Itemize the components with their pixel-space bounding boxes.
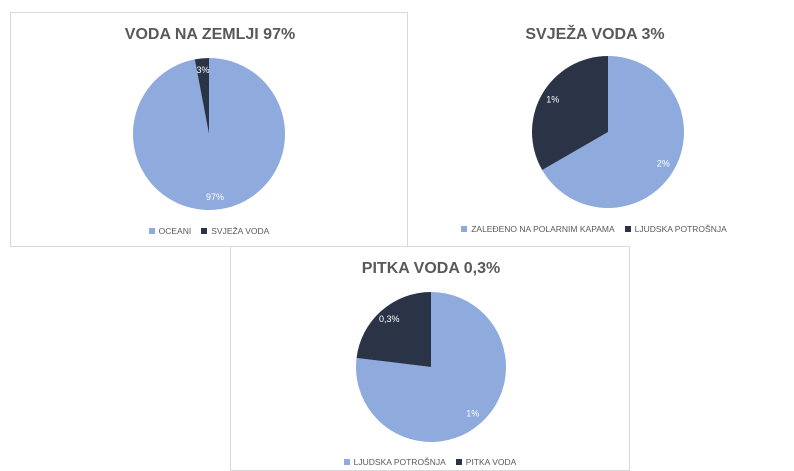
legend-label: LJUDSKA POTROŠNJA [353,457,446,467]
legend-label: LJUDSKA POTROŠNJA [634,224,727,234]
legend-swatch [201,228,208,234]
legend-item: LJUDSKA POTROŠNJA [624,224,727,234]
chart: SVJEŽA VODA 3% 2% 1% [525,24,684,208]
data-label: 1% [546,94,559,104]
legend-swatch [461,226,468,232]
legend-label: ZALEĐENO NA POLARNIM KAPAMA [471,224,615,234]
legend-swatch [148,228,155,234]
data-label: 0,3% [379,314,400,324]
chart-title: VODA NA ZEMLJI 97% [125,26,295,43]
chart: PITKA VODA 0,3% 1% 0,3% [356,260,506,442]
chart-panel: PITKA VODA 0,3% 1% 0,3% LJUDSKA POTROŠNJA PI… [230,246,630,471]
chart-title: PITKA VODA 0,3% [362,260,500,277]
data-label: 3% [196,65,209,75]
legend-item: ZALEĐENO NA POLARNIM KAPAMA [461,224,615,234]
legend-item: LJUDSKA POTROŠNJA [343,457,446,467]
legend: LJUDSKA POTROŠNJA PITKA VODA [231,457,629,467]
chart-panel: SVJEŽA VODA 3% 2% 1% ZALEĐENO NA POLARNIM K… [408,12,780,242]
legend-item: PITKA VODA [455,457,517,467]
legend-label: OCEANI [158,226,192,236]
chart: VODA NA ZEMLJI 97% 97% 3% [125,26,295,210]
pie-slice [132,58,285,210]
pie-slice [532,56,608,170]
legend-label: PITKA VODA [465,457,517,467]
legend: ZALEĐENO NA POLARNIM KAPAMA LJUDSKA POTRO… [409,224,779,234]
legend-swatch [455,459,462,465]
legend-swatch [343,459,350,465]
data-label: 97% [206,192,224,202]
chart-panel: VODA NA ZEMLJI 97% 97% 3% OCEANI SVJEŽA VODA [10,12,408,247]
legend-swatch [624,226,631,232]
legend-label: SVJEŽA VODA [211,226,270,236]
pie-slice [194,58,209,134]
data-label: 2% [657,158,670,168]
pie-slice [356,292,431,367]
legend-item: OCEANI [148,226,192,236]
legend-item: SVJEŽA VODA [201,226,269,236]
chart-title: SVJEŽA VODA 3% [525,24,664,43]
data-label: 1% [466,409,479,419]
pie-slice [542,56,684,208]
legend: OCEANI SVJEŽA VODA [11,226,407,236]
